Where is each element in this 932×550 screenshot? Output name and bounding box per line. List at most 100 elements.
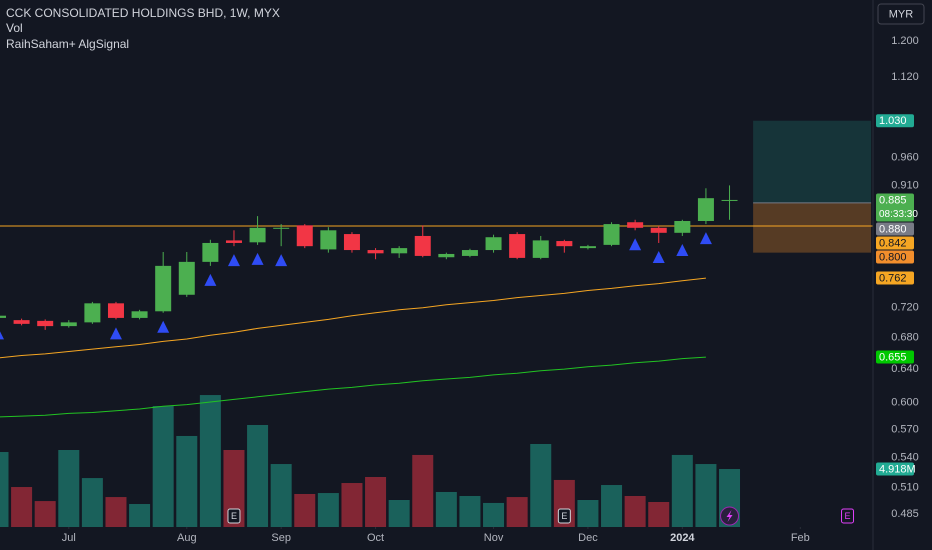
- signal-triangle: [652, 250, 665, 263]
- indicator-label: Vol: [6, 21, 23, 35]
- candle-body: [296, 225, 313, 247]
- candle-body: [485, 237, 502, 251]
- x-tick-label: Jul: [62, 532, 76, 544]
- volume-bar: [152, 406, 174, 527]
- y-tick-label: 0.910: [891, 179, 919, 191]
- volume-bar: [365, 477, 387, 527]
- y-tick-label: 0.485: [891, 508, 919, 520]
- candle-body: [249, 227, 266, 243]
- x-tick-label: Feb: [791, 532, 810, 544]
- price-badge: [876, 271, 914, 285]
- volume-bar: [81, 478, 103, 527]
- volume-bar: [34, 501, 56, 527]
- volume-bar: [0, 452, 9, 527]
- candle-body: [627, 222, 644, 228]
- x-tick-label: 2024: [670, 532, 695, 544]
- volume-bar: [624, 495, 646, 527]
- volume-bar: [671, 454, 693, 527]
- y-tick-label: 0.570: [891, 424, 919, 436]
- signal-triangle: [204, 273, 217, 286]
- event-label: E: [845, 511, 851, 521]
- volume-bar: [294, 493, 316, 527]
- chart-title: CCK CONSOLIDATED HOLDINGS BHD, 1W, MYX: [6, 6, 280, 20]
- candle-body: [178, 261, 195, 295]
- price-badge: [876, 462, 914, 476]
- candle-body: [438, 253, 455, 258]
- signal-triangle: [275, 254, 288, 267]
- candle-body: [84, 303, 101, 323]
- signal-triangle: [109, 327, 122, 340]
- event-marker: [841, 508, 855, 524]
- signal-triangle: [227, 254, 240, 267]
- volume-bar: [176, 435, 198, 527]
- candle-body: [155, 265, 172, 312]
- event-marker: [557, 508, 571, 524]
- candle-body: [320, 230, 337, 250]
- currency: MYR: [889, 8, 914, 20]
- volume-bar: [435, 491, 457, 527]
- volume-bar: [530, 443, 552, 527]
- candle-body: [343, 234, 360, 251]
- y-tick-label: 1.120: [891, 71, 919, 83]
- candle-body: [391, 248, 408, 254]
- flash-glyph: [726, 510, 733, 522]
- stop-zone: [753, 202, 872, 253]
- y-tick-label: 1.200: [891, 35, 919, 47]
- volume-bar: [483, 502, 505, 527]
- price-badge-label: 0.655: [879, 351, 907, 363]
- countdown: 08:33:30: [879, 209, 918, 220]
- candle-body: [225, 240, 242, 243]
- volume-bar: [247, 425, 269, 527]
- target-zone: [753, 120, 872, 203]
- price-badge-label: 4.918M: [879, 463, 916, 475]
- y-tick-label: 0.960: [891, 151, 919, 163]
- candle-body: [0, 315, 6, 318]
- price-badge-label: 1.030: [879, 115, 907, 127]
- candle-body: [131, 311, 148, 318]
- candle-body: [697, 198, 714, 222]
- signal-triangle: [0, 331, 4, 340]
- candle-body: [107, 303, 124, 318]
- moving-average: [0, 356, 706, 418]
- plot-area: [0, 120, 873, 527]
- y-tick-label: 0.720: [891, 302, 919, 314]
- volume-bar: [341, 483, 363, 527]
- volume-bar: [11, 487, 33, 527]
- price-badge: [876, 350, 914, 364]
- event-marker: [227, 508, 241, 524]
- candle-body: [603, 224, 620, 245]
- candle-body: [556, 241, 573, 247]
- overlay: E E E 1.030 0.885 08:33:30 0.880 0.842 0.800 0.76…: [227, 114, 918, 526]
- candle-body: [674, 221, 691, 233]
- signal-triangle: [629, 238, 642, 251]
- price-badge: [876, 114, 914, 128]
- y-tick-label: 0.510: [891, 482, 919, 494]
- y-tick-label: 0.640: [891, 363, 919, 375]
- x-tick-label: Oct: [367, 532, 384, 544]
- candle-body: [509, 234, 526, 258]
- volume-bar: [270, 464, 292, 527]
- volume-bar: [506, 497, 528, 527]
- x-tick-label: Aug: [177, 532, 197, 544]
- volume-bar: [199, 395, 221, 527]
- volume-bar: [223, 450, 245, 527]
- candle-body: [721, 199, 738, 201]
- currency-button[interactable]: [877, 3, 925, 25]
- candle-body: [579, 246, 596, 249]
- volume-bar: [577, 499, 599, 527]
- price-badge: [876, 250, 914, 264]
- volume-bar: [412, 454, 434, 527]
- y-tick-label: 0.600: [891, 397, 919, 409]
- indicator-label: RaihSaham+ AlgSignal: [6, 37, 129, 51]
- x-tick-label: Sep: [271, 532, 291, 544]
- volume-bar: [105, 497, 127, 527]
- moving-average: [0, 277, 706, 359]
- volume-bar: [459, 495, 481, 527]
- volume-bar: [317, 493, 339, 527]
- event-label: E: [231, 511, 237, 521]
- signal-triangle: [157, 320, 170, 333]
- candle-body: [367, 250, 384, 254]
